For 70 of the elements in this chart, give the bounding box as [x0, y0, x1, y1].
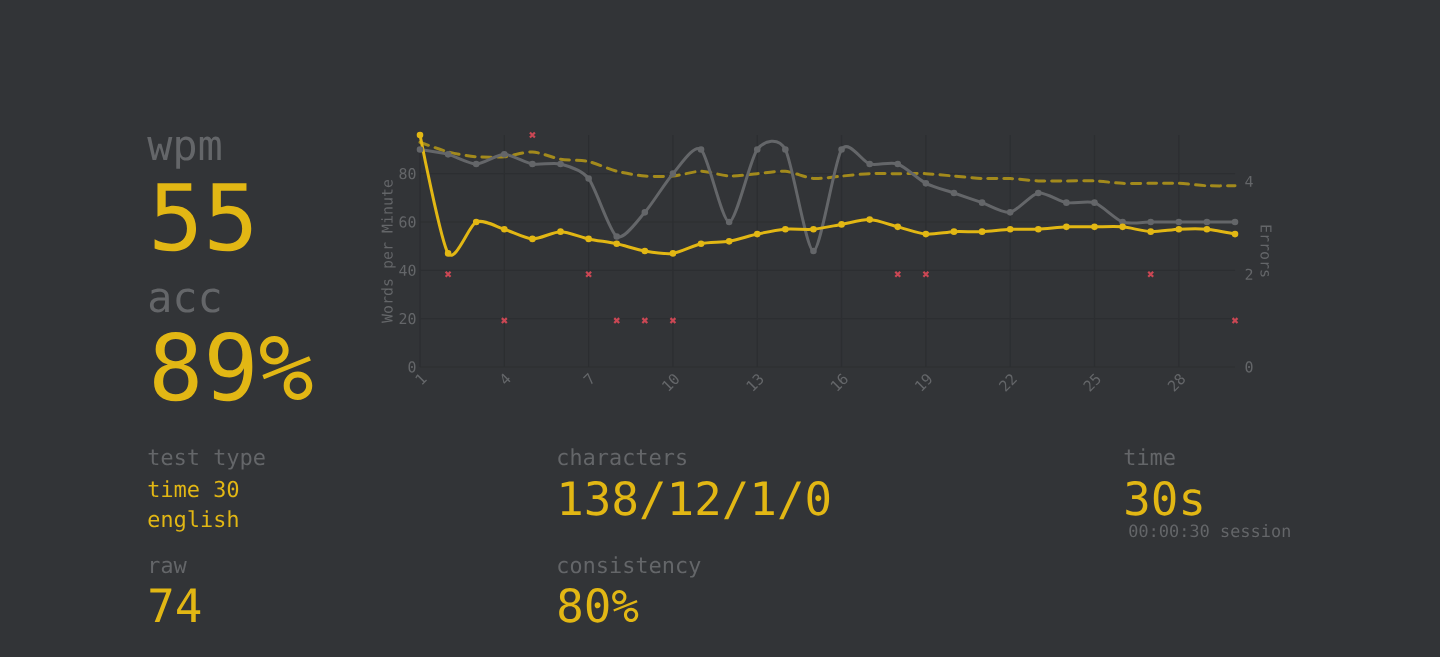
- point: [922, 230, 930, 238]
- point: [472, 160, 480, 168]
- point: [725, 218, 733, 226]
- point: [697, 240, 705, 248]
- point: [444, 151, 452, 158]
- point: [669, 250, 677, 257]
- text: time 30: [148, 480, 239, 498]
- point: [782, 146, 789, 153]
- point: [1231, 218, 1239, 226]
- point: [894, 160, 902, 168]
- point: [1175, 218, 1183, 226]
- text: 89%: [154, 331, 313, 402]
- point: [950, 228, 958, 235]
- point: [894, 223, 902, 231]
- point: [613, 240, 621, 248]
- point: [1203, 225, 1211, 233]
- point: [1203, 218, 1211, 226]
- point: [1175, 225, 1183, 233]
- point: [978, 228, 986, 235]
- point: [557, 228, 564, 235]
- text: 74: [150, 588, 201, 622]
- line-series: [418, 140, 1237, 188]
- point: [1147, 270, 1155, 278]
- point: [1006, 209, 1014, 216]
- point: [669, 170, 677, 177]
- text: english: [148, 510, 238, 532]
- point: [444, 250, 452, 257]
- point: [782, 225, 789, 233]
- point: [1063, 199, 1070, 206]
- point: [838, 146, 845, 153]
- point: [585, 235, 592, 243]
- point: [529, 160, 536, 168]
- point: [416, 131, 424, 139]
- point: [1119, 223, 1126, 231]
- point: [753, 230, 761, 238]
- text: 30s: [1126, 480, 1202, 516]
- point: [529, 235, 536, 243]
- point: [866, 160, 873, 168]
- point: [501, 225, 508, 233]
- point: [669, 317, 677, 325]
- point: [1006, 225, 1014, 233]
- point: [1147, 228, 1154, 235]
- point: [585, 175, 592, 182]
- point: [557, 160, 564, 168]
- point: [810, 247, 817, 255]
- text: 80%: [559, 587, 639, 623]
- point: [641, 247, 649, 255]
- text: 138/12/1/0: [561, 480, 830, 520]
- point: [641, 209, 649, 216]
- point: [725, 238, 733, 245]
- point: [697, 146, 705, 153]
- point: [501, 151, 508, 158]
- point: [1231, 230, 1239, 238]
- point: [950, 189, 958, 197]
- point: [866, 216, 873, 223]
- point: [613, 233, 621, 240]
- point: [810, 225, 817, 233]
- point: [1091, 199, 1098, 206]
- point: [922, 180, 930, 187]
- point: [416, 146, 424, 153]
- point: [1034, 225, 1042, 233]
- point: [1034, 189, 1042, 197]
- point: [838, 221, 845, 228]
- point: [978, 199, 986, 206]
- point: [1147, 218, 1154, 226]
- point: [753, 146, 761, 153]
- point: [1091, 223, 1098, 231]
- text: 55: [154, 183, 252, 252]
- point: [472, 218, 480, 226]
- point: [1063, 223, 1070, 231]
